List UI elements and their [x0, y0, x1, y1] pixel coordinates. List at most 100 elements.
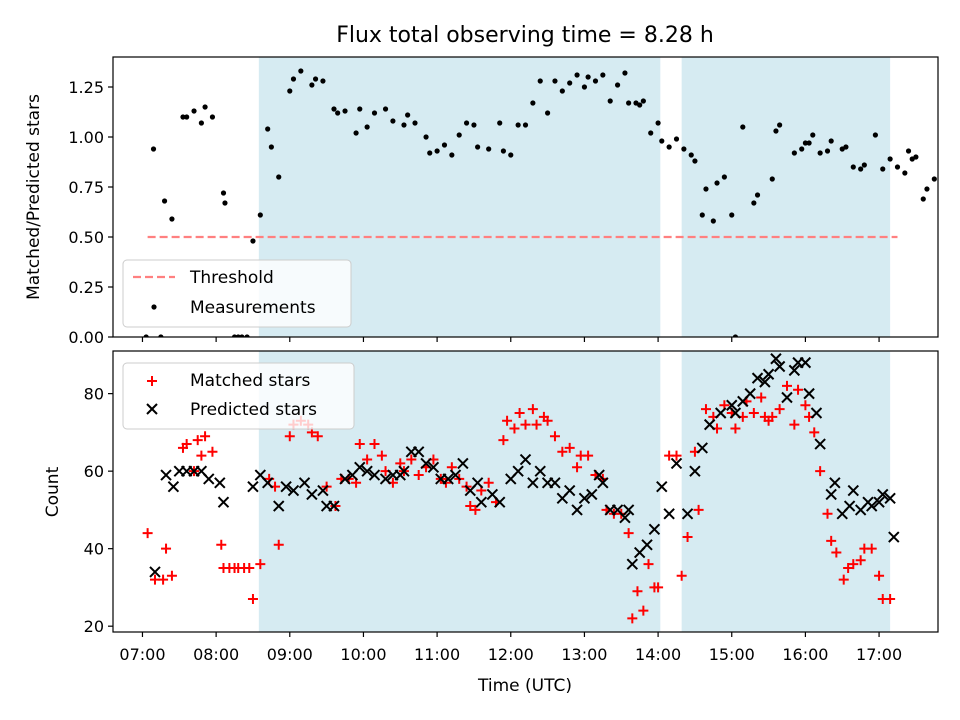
- data-point: [627, 613, 638, 624]
- data-point: [806, 140, 812, 146]
- data-point: [273, 500, 285, 512]
- legend-measurements-swatch: [151, 304, 157, 310]
- data-point: [703, 418, 716, 431]
- data-point: [781, 380, 792, 391]
- data-point: [648, 130, 654, 136]
- y-tick-label: 40: [84, 540, 104, 559]
- data-point: [502, 415, 513, 426]
- data-point: [894, 164, 901, 170]
- data-point: [413, 470, 424, 481]
- data-point: [298, 68, 304, 74]
- x-tick-label: 09:00: [267, 645, 313, 664]
- data-point: [643, 559, 654, 570]
- data-point: [850, 164, 856, 170]
- data-point: [509, 423, 520, 434]
- data-point: [519, 453, 532, 466]
- data-point: [559, 88, 565, 94]
- data-point: [773, 128, 779, 134]
- bottom-legend: Matched stars Predicted stars: [122, 362, 355, 430]
- data-point: [843, 563, 854, 574]
- data-point: [442, 473, 454, 485]
- data-point: [265, 126, 271, 132]
- data-point: [401, 122, 407, 128]
- data-point: [160, 469, 172, 481]
- data-point: [847, 484, 859, 497]
- data-point: [663, 508, 675, 520]
- data-point: [815, 466, 826, 477]
- data-point: [659, 138, 665, 144]
- data-point: [244, 563, 255, 574]
- data-point: [191, 108, 197, 114]
- series-matched-stars: [142, 380, 896, 624]
- data-point: [470, 504, 481, 515]
- data-point: [721, 174, 727, 180]
- data-point: [287, 484, 300, 497]
- data-point: [858, 166, 864, 172]
- data-point: [700, 404, 711, 415]
- data-point: [831, 547, 842, 558]
- data-point: [726, 399, 738, 411]
- data-point: [696, 442, 708, 454]
- data-point: [475, 144, 481, 150]
- data-point: [531, 419, 542, 430]
- data-point: [354, 439, 365, 450]
- data-point: [239, 334, 245, 337]
- x-tick-label: 17:00: [856, 645, 902, 664]
- data-point: [368, 469, 381, 481]
- data-point: [637, 102, 643, 108]
- data-point: [522, 122, 529, 128]
- data-point: [217, 496, 230, 508]
- data-point: [420, 457, 432, 470]
- data-point: [220, 190, 227, 196]
- data-point: [597, 477, 609, 489]
- data-point: [809, 427, 820, 438]
- data-point: [703, 186, 709, 192]
- data-point: [371, 110, 378, 116]
- data-point: [542, 415, 553, 426]
- data-point: [169, 216, 175, 222]
- data-point: [619, 511, 631, 524]
- data-point: [331, 106, 337, 112]
- data-point: [622, 504, 635, 516]
- data-point: [273, 539, 284, 550]
- data-point: [412, 446, 425, 458]
- data-point: [449, 152, 455, 158]
- data-point: [865, 500, 878, 512]
- data-point: [200, 431, 211, 442]
- data-point: [184, 114, 190, 120]
- data-point: [861, 162, 867, 168]
- observing-window-1: [681, 57, 891, 337]
- data-point: [198, 120, 204, 126]
- axes-frame: [112, 56, 939, 338]
- data-point: [158, 574, 169, 585]
- data-point: [449, 469, 462, 481]
- data-point: [781, 391, 793, 404]
- series-measurements: [143, 68, 937, 337]
- data-point: [143, 334, 149, 337]
- y-tick-label: 0.75: [68, 178, 104, 197]
- data-point: [406, 454, 417, 465]
- data-point: [692, 158, 698, 164]
- data-point: [800, 400, 811, 411]
- data-point: [653, 582, 664, 593]
- data-point: [714, 407, 727, 419]
- data-point: [423, 134, 429, 140]
- data-point: [829, 477, 841, 489]
- data-point: [181, 439, 192, 450]
- data-point: [463, 120, 470, 126]
- data-point: [427, 461, 440, 473]
- data-point: [824, 148, 831, 154]
- data-point: [822, 508, 833, 519]
- data-point: [361, 465, 373, 477]
- data-point: [557, 446, 568, 457]
- data-point: [427, 150, 433, 156]
- data-point: [149, 566, 161, 578]
- data-point: [379, 473, 392, 485]
- data-point: [268, 144, 274, 150]
- data-point: [167, 480, 180, 493]
- y-tick-label: 1.25: [68, 78, 104, 97]
- data-point: [838, 574, 849, 585]
- data-point: [339, 473, 351, 485]
- data-point: [866, 543, 877, 554]
- data-point: [142, 528, 153, 539]
